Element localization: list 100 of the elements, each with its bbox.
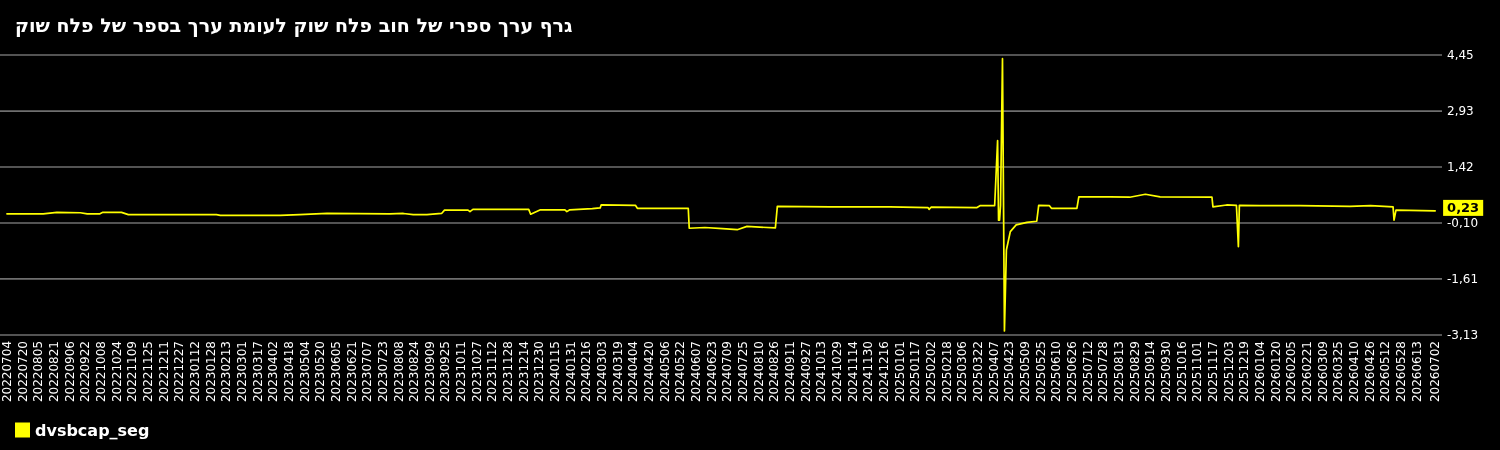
x-tick-label: 20260512 [1378, 341, 1393, 403]
y-tick-label: -3,13 [1447, 328, 1479, 342]
y-tick-label: -1,61 [1447, 271, 1479, 286]
x-tick-label: 20231230 [532, 341, 547, 403]
x-tick-label: 20230418 [281, 341, 296, 403]
x-tick-label: 20230301 [234, 341, 249, 403]
x-tick-label: 20220821 [46, 341, 61, 403]
x-tick-label: 20260702 [1428, 341, 1443, 403]
x-tick-label: 20250117 [908, 341, 923, 403]
x-tick-label: 20221024 [109, 341, 124, 403]
y-tick-label: -0,10 [1447, 216, 1479, 231]
x-tick-label: 20250914 [1143, 341, 1158, 403]
x-tick-label: 20260120 [1268, 341, 1283, 403]
x-tick-label: 20230112 [187, 341, 202, 403]
x-tick-label: 20241130 [861, 341, 876, 403]
x-tick-label: 20230909 [422, 341, 437, 403]
x-tick-label: 20250202 [924, 341, 939, 403]
x-tick-label: 20220704 [0, 341, 14, 403]
x-tick-label: 20250829 [1127, 341, 1142, 403]
x-tick-label: 20250813 [1111, 341, 1126, 403]
x-tick-label: 20221211 [156, 341, 171, 403]
x-tick-label: 20241013 [814, 341, 829, 403]
x-tick-label: 20250407 [986, 341, 1001, 403]
x-tick-label: 20241114 [845, 341, 860, 403]
x-tick-label: 20250610 [1049, 341, 1064, 403]
x-tick-label: 20260205 [1284, 341, 1299, 403]
x-tick-label: 20240115 [548, 341, 563, 403]
y-tick-label: 4,45 [1447, 48, 1474, 62]
x-tick-label: 20240216 [579, 341, 594, 403]
x-tick-label: 20241029 [830, 341, 845, 403]
x-tick-label: 20230520 [313, 341, 328, 403]
x-tick-label: 20240420 [642, 341, 657, 403]
line-series [6, 57, 1436, 332]
x-tick-label: 20250101 [892, 341, 907, 403]
x-tick-label: 20230128 [203, 341, 218, 403]
x-tick-label: 20260309 [1315, 341, 1330, 403]
x-tick-label: 20221008 [93, 341, 108, 403]
x-tick-label: 20240319 [610, 341, 625, 403]
x-tick-label: 20240303 [595, 341, 610, 403]
x-tick-label: 20220922 [78, 341, 93, 403]
x-tick-label: 20250322 [971, 341, 986, 403]
x-tick-label: 20230723 [375, 341, 390, 403]
x-tick-label: 20260410 [1346, 341, 1361, 403]
x-tick-label: 20230402 [266, 341, 281, 403]
x-tick-label: 20231128 [501, 341, 516, 403]
y-tick-label: 2,93 [1447, 104, 1474, 119]
x-tick-label: 20240826 [767, 341, 782, 403]
x-tick-label: 20220906 [62, 341, 77, 403]
x-tick-label: 20230317 [250, 341, 265, 403]
x-tick-label: 20250728 [1096, 341, 1111, 403]
x-tick-label: 20251203 [1221, 341, 1236, 403]
x-tick-label: 20240911 [783, 341, 798, 403]
x-tick-label: 20260528 [1393, 341, 1408, 403]
x-tick-label: 20240522 [673, 341, 688, 403]
x-tick-label: 20251016 [1174, 341, 1189, 403]
x-tick-label: 20251101 [1190, 341, 1205, 403]
x-tick-label: 20251117 [1205, 341, 1220, 403]
x-tick-label: 20260325 [1331, 341, 1346, 403]
x-tick-label: 20260221 [1299, 341, 1314, 403]
x-tick-label: 20221125 [140, 341, 155, 403]
x-tick-label: 20230605 [328, 341, 343, 403]
x-tick-label: 20220805 [31, 341, 46, 403]
x-tick-label: 20250930 [1158, 341, 1173, 403]
legend-label: dvsbcap_seg [35, 420, 150, 440]
x-tick-label: 20251219 [1237, 341, 1252, 403]
x-tick-label: 20250626 [1064, 341, 1079, 403]
x-tick-label: 20250423 [1002, 341, 1017, 403]
x-tick-label: 20240506 [657, 341, 672, 403]
x-tick-label: 20230621 [344, 341, 359, 403]
x-tick-label: 20230824 [407, 341, 422, 403]
x-tick-label: 20240725 [736, 341, 751, 403]
x-tick-label: 20250509 [1018, 341, 1032, 403]
x-tick-label: 20230707 [360, 341, 375, 403]
x-tick-label: 20240810 [751, 341, 766, 403]
x-tick-label: 20221109 [125, 341, 140, 403]
x-tick-label: 20240623 [704, 341, 719, 403]
x-tick-label: 20231214 [516, 341, 531, 403]
x-tick-label: 20240131 [563, 341, 578, 403]
x-tick-label: 20240927 [798, 341, 813, 403]
x-tick-label: 20230213 [219, 341, 234, 403]
x-tick-label: 20231112 [485, 341, 500, 403]
x-tick-label: 20250218 [939, 341, 954, 403]
x-tick-label: 20230504 [297, 341, 312, 403]
x-tick-label: 20260426 [1362, 341, 1377, 403]
x-tick-label: 20240709 [720, 341, 735, 403]
x-tick-label: 20230808 [391, 341, 406, 403]
x-tick-label: 20240404 [626, 341, 641, 403]
x-tick-label: 20221227 [172, 341, 187, 403]
x-tick-label: 20250712 [1080, 341, 1095, 403]
x-tick-label: 20250525 [1033, 341, 1048, 403]
x-tick-label: 20231011 [454, 341, 469, 403]
x-tick-label: 20220720 [15, 341, 30, 403]
x-tick-label: 20260613 [1409, 341, 1424, 403]
x-tick-label: 20241216 [877, 341, 892, 403]
x-tick-label: 20250306 [955, 341, 970, 403]
x-tick-label: 20260104 [1252, 341, 1267, 403]
annotation: 0,23 [1447, 200, 1480, 216]
x-tick-label: 20231027 [469, 341, 484, 403]
x-tick-label: 20230925 [438, 341, 453, 403]
chart-title: גרף ערך ספרי של חוב פלח שוק לעומת ערך בספר של פלח שוק [15, 14, 573, 37]
